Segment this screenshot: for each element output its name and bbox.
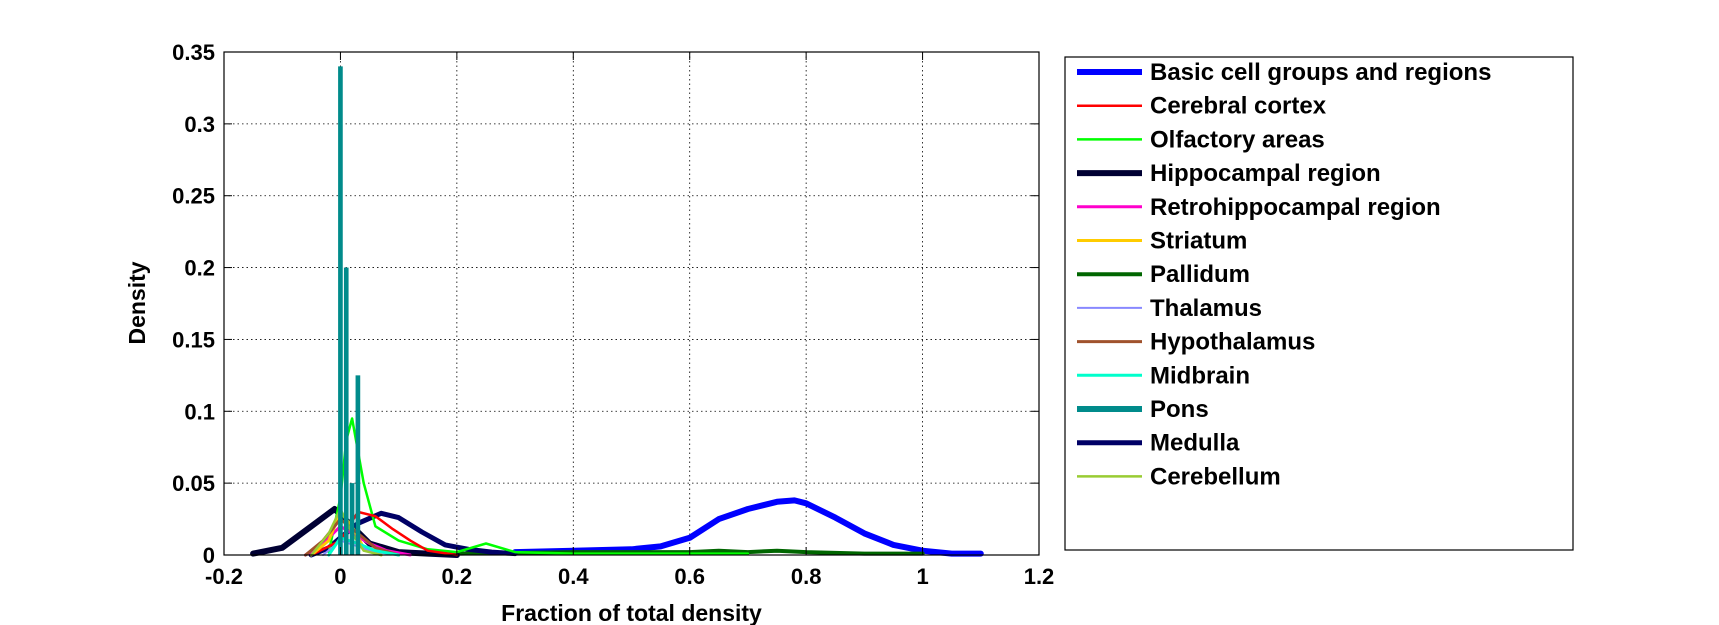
- y-tick-label: 0.2: [184, 256, 215, 281]
- legend-items: Basic cell groups and regions Cerebral co…: [1077, 59, 1491, 490]
- legend-box: [1064, 56, 1574, 551]
- y-tick-label: 0: [203, 543, 215, 568]
- legend-entry-label: Midbrain: [1150, 362, 1250, 389]
- x-tick-label: 1.2: [1024, 564, 1055, 589]
- plot-frame: [223, 51, 1040, 556]
- y-tick-label: 0.35: [172, 40, 215, 65]
- y-axis-label: Density: [124, 261, 150, 344]
- legend-entry-label: Thalamus: [1150, 295, 1262, 322]
- series-bar-pons: [355, 375, 361, 555]
- x-tick-label: 0.4: [558, 564, 589, 589]
- legend-entry-label: Cerebral cortex: [1150, 93, 1327, 120]
- y-tick-label: 0.3: [184, 112, 215, 137]
- series-line: [512, 497, 984, 557]
- legend-entry-label: Cerebellum: [1150, 463, 1281, 490]
- y-tick-label: 0.05: [172, 471, 215, 496]
- series-layer: [250, 66, 984, 558]
- x-axis-label: Fraction of total density: [501, 600, 762, 625]
- legend-entry-label: Pallidum: [1150, 261, 1250, 288]
- y-tick-label: 0.25: [172, 184, 215, 209]
- series-bar-pons: [338, 66, 343, 555]
- y-tick-label: 0.15: [172, 327, 215, 352]
- x-tick-label: 0.8: [791, 564, 822, 589]
- x-tick-label: 1: [916, 564, 928, 589]
- y-tick-label: 0.1: [184, 399, 215, 424]
- series-line: [310, 510, 459, 557]
- legend-entry-label: Hippocampal region: [1150, 160, 1381, 187]
- series-line: [454, 548, 925, 556]
- x-tick-label: 0: [334, 564, 346, 589]
- legend-entry-label: Medulla: [1150, 430, 1240, 457]
- series-bar-pons: [343, 267, 349, 555]
- legend-entry-label: Striatum: [1150, 228, 1247, 255]
- legend-entry-label: Olfactory areas: [1150, 126, 1325, 153]
- x-tick-label: 0.2: [442, 564, 473, 589]
- axis-ticks: -0.2 0 0.2 0.4 0.6 0.8 1 1.200.050.10.150.20.25…: [172, 40, 1054, 589]
- legend-entry-label: Basic cell groups and regions: [1150, 59, 1491, 86]
- legend-entry-label: Retrohippocampal region: [1150, 194, 1441, 221]
- series-bar-pons: [349, 483, 355, 555]
- legend: Basic cell groups and regions Cerebral co…: [1064, 56, 1574, 551]
- legend-entry-label: Pons: [1150, 396, 1209, 423]
- legend-entry-label: Hypothalamus: [1150, 329, 1315, 356]
- x-tick-label: -0.2: [205, 564, 243, 589]
- x-tick-label: 0.6: [674, 564, 705, 589]
